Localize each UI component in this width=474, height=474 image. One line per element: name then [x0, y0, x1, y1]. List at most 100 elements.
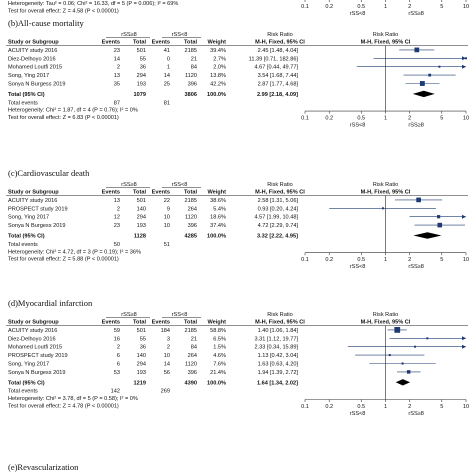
sec1-total-weight: 100.0%: [207, 234, 226, 240]
sec2-total1: 294: [137, 362, 146, 368]
sec0-total2: 84: [191, 65, 197, 71]
sec0-estimate-marker: [419, 81, 425, 86]
prev-tick-label: 5: [440, 4, 443, 10]
prev-tick-label: 2: [408, 4, 411, 10]
sec1-total1: 294: [137, 215, 146, 221]
sec0-events-total2: 81: [164, 100, 170, 106]
sec2-risk-ratio: 3.31 [1.12, 19.77]: [254, 336, 298, 342]
sec0-estimate-marker: [414, 47, 420, 53]
sec1-pooled-diamond: [413, 232, 442, 239]
sec0-total2: 396: [188, 82, 197, 88]
sec1-events2: 22: [164, 198, 170, 204]
sec0-col-method-plot: M-H, Fixed, 95% CI: [361, 40, 411, 46]
sec2-total2: 264: [188, 353, 197, 359]
sec2-events-total2: 269: [161, 389, 170, 395]
sec0-study-name: Song, Ying 2017: [8, 73, 49, 79]
sec0-col-rr-plot: Risk Ratio: [373, 32, 399, 38]
sec2-events1: 6: [117, 353, 120, 359]
sec0-weight: 2.0%: [213, 65, 226, 71]
sec1-events-label: Total events: [8, 242, 38, 248]
sec2-total-label: Total (95% CI): [8, 380, 45, 386]
sec1-events2: 10: [164, 215, 170, 221]
sec1-risk-ratio: 4.72 [2.29, 9.74]: [258, 223, 299, 229]
sec1-study-name: ACUITY study 2016: [8, 198, 57, 204]
sec1-events-total1: 50: [114, 242, 120, 248]
sec2-pooled-diamond: [395, 379, 411, 386]
sec1-group2: rSS<8: [172, 182, 188, 188]
sec0-estimate-marker: [438, 65, 441, 68]
sec2-events2: 14: [164, 362, 170, 368]
sec2-events1: 16: [114, 336, 120, 342]
sec1-col-method: M-H, Fixed, 95% CI: [255, 190, 305, 196]
prev-tick-label: 0.2: [325, 4, 333, 10]
sec2-estimate-marker: [426, 337, 429, 340]
prev-tick-label: 10: [463, 4, 469, 10]
sec1-col-total2: Total: [184, 190, 197, 196]
sec2-estimate-marker: [414, 345, 417, 348]
sec2-col-method-plot: M-H, Fixed, 95% CI: [361, 320, 411, 326]
sec2-weight: 21.4%: [210, 370, 226, 376]
sec0-estimate-marker: [428, 73, 432, 77]
sec0-total1: 36: [140, 65, 146, 71]
sec1-weight: 5.4%: [213, 206, 226, 212]
sec0-col-method: M-H, Fixed, 95% CI: [255, 40, 305, 46]
sec1-total2: 264: [188, 206, 197, 212]
sec2-estimate-marker: [388, 354, 391, 357]
sec2-favours-left: rSS<8: [350, 411, 366, 417]
sec0-group2: rSS<8: [172, 32, 188, 38]
next-panel-title: (e)Revascularization: [8, 462, 79, 472]
sec1-risk-ratio: 2.58 [1.31, 5.06]: [258, 198, 299, 204]
sec2-study-name: Sonya N Burgess 2019: [8, 370, 66, 376]
sec2-risk-ratio: 1.13 [0.42, 3.04]: [258, 353, 299, 359]
sec0-estimate-marker: [465, 57, 467, 60]
sec0-events-label: Total events: [8, 100, 38, 106]
sec2-events1: 53: [114, 370, 120, 376]
sec0-events1: 23: [114, 48, 120, 54]
sec0-title: (b)All-cause mortality: [8, 18, 85, 28]
sec2-total2: 84: [191, 345, 197, 351]
sec1-events1: 2: [117, 206, 120, 212]
sec1-total2: 2185: [185, 198, 197, 204]
sec1-estimate-marker: [437, 222, 443, 228]
sec0-col-weight: Weight: [207, 40, 226, 46]
sec0-total1: 55: [140, 56, 146, 62]
sec1-col-study: Study or Subgroup: [8, 190, 59, 196]
sec2-col-rr: Risk Ratio: [267, 312, 293, 318]
sec2-col-weight: Weight: [207, 320, 226, 326]
sec1-group1: rSS≥8: [121, 182, 137, 188]
sec2-total-weight: 100.0%: [207, 380, 226, 386]
sec2-tick-label: 5: [440, 404, 443, 410]
sec0-tick-label: 10: [463, 116, 469, 122]
sec0-tick-label: 2: [408, 116, 411, 122]
sec2-col-total2: Total: [184, 320, 197, 326]
sec1-favours-left: rSS<8: [350, 264, 366, 270]
sec2-events2: 2: [167, 345, 170, 351]
sec1-tick-label: 0.1: [301, 257, 309, 263]
sec1-events2: 9: [167, 206, 170, 212]
sec1-heterogeneity: Heterogeneity: Chi² = 4.72, df = 3 (P = …: [8, 249, 141, 255]
sec0-risk-ratio: 2.87 [1.77, 4.68]: [258, 82, 299, 88]
sec0-pooled-diamond: [412, 90, 435, 98]
sec2-events2: 3: [167, 336, 170, 342]
sec1-col-method-plot: M-H, Fixed, 95% CI: [361, 190, 411, 196]
sec2-total1: 36: [140, 345, 146, 351]
sec1-col-events2: Events: [152, 190, 170, 196]
sec0-study-name: Diez-Delhoyo 2016: [8, 56, 56, 62]
sec0-weight: 2.7%: [213, 56, 226, 62]
sec0-total2: 1120: [185, 73, 197, 79]
sec0-col-total1: Total: [133, 40, 146, 46]
sec0-total2: 2185: [185, 48, 197, 54]
sec0-ci-arrow: [462, 56, 466, 61]
sec0-total-weight: 100.0%: [207, 92, 226, 98]
sec2-total-n2: 4390: [185, 380, 197, 386]
sec1-risk-ratio: 4.57 [1.99, 10.48]: [254, 215, 298, 221]
sec2-col-rr-plot: Risk Ratio: [373, 312, 399, 318]
prev-tick-label: 1: [384, 4, 387, 10]
sec2-estimate-marker: [406, 370, 411, 374]
sec0-risk-ratio: 4.67 [0.44, 49.77]: [254, 65, 298, 71]
sec0-tick-label: 0.5: [357, 116, 365, 122]
sec0-total-rr: 2.99 [2.18, 4.09]: [257, 92, 298, 98]
sec1-total1: 501: [137, 198, 146, 204]
sec2-group2: rSS<8: [172, 312, 188, 318]
